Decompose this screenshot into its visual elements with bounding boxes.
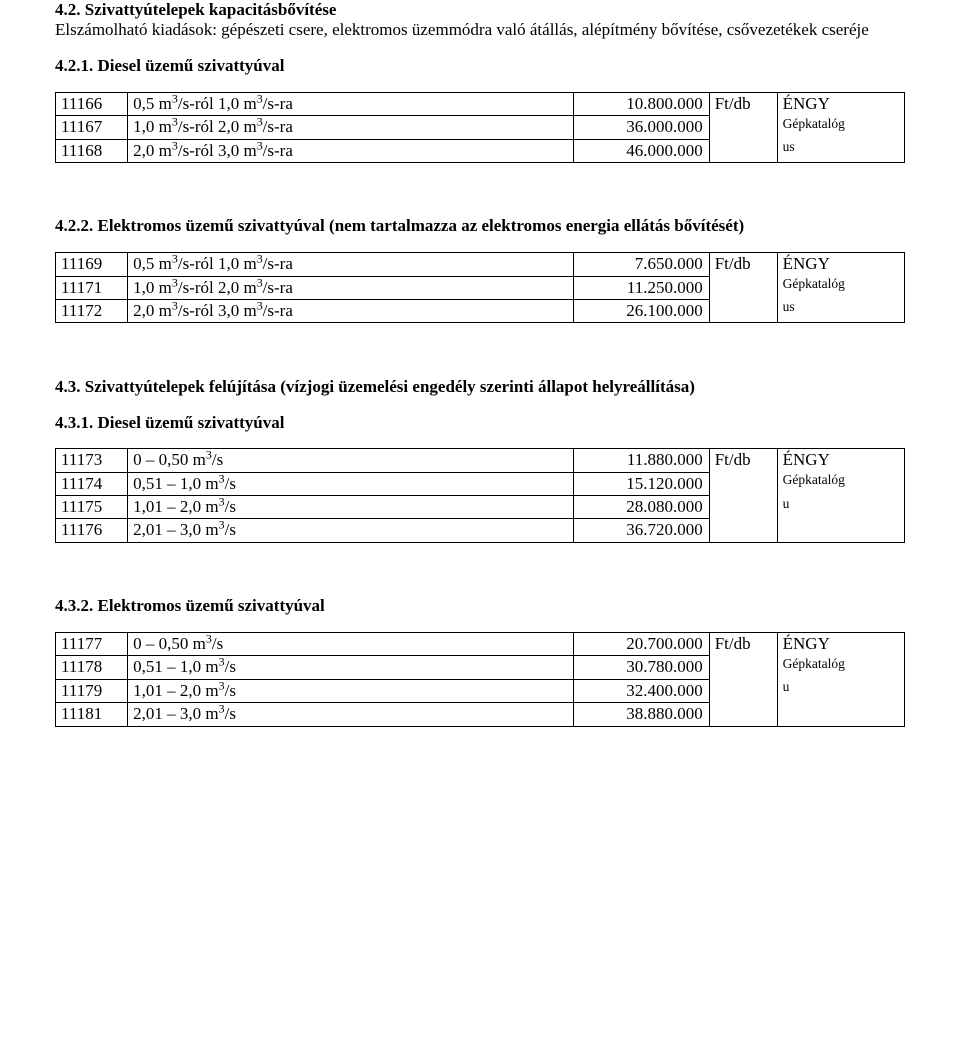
cell-desc: 0 – 0,50 m3/s <box>128 633 574 656</box>
cell-unit <box>709 703 777 726</box>
cell-desc: 1,01 – 2,0 m3/s <box>128 679 574 702</box>
cell-desc: 2,0 m3/s-ról 3,0 m3/s-ra <box>128 299 574 322</box>
cell-source <box>777 519 904 542</box>
table-row: 11179 1,01 – 2,0 m3/s 32.400.000 u <box>56 679 905 702</box>
cell-unit <box>709 656 777 679</box>
cell-unit <box>709 679 777 702</box>
cell-code: 11171 <box>56 276 128 299</box>
cell-code: 11169 <box>56 253 128 276</box>
table-row: 11169 0,5 m3/s-ról 1,0 m3/s-ra 7.650.000… <box>56 253 905 276</box>
cell-source: Gépkatalóg <box>777 472 904 495</box>
cell-value: 46.000.000 <box>573 139 709 162</box>
cell-code: 11178 <box>56 656 128 679</box>
cell-value: 10.800.000 <box>573 92 709 115</box>
table-row: 11174 0,51 – 1,0 m3/s 15.120.000 Gépkata… <box>56 472 905 495</box>
cell-unit: Ft/db <box>709 92 777 115</box>
cell-desc: 2,0 m3/s-ról 3,0 m3/s-ra <box>128 139 574 162</box>
cell-unit <box>709 276 777 299</box>
section-4-2-2-title: 4.2.2. Elektromos üzemű szivattyúval (ne… <box>55 216 905 236</box>
table-row: 11167 1,0 m3/s-ról 2,0 m3/s-ra 36.000.00… <box>56 116 905 139</box>
cell-code: 11175 <box>56 496 128 519</box>
cell-source: ÉNGY <box>777 449 904 472</box>
cell-value: 32.400.000 <box>573 679 709 702</box>
document-page: 4.2. Szivattyútelepek kapacitásbővítése … <box>0 0 960 1039</box>
section-4-3-2-title: 4.3.2. Elektromos üzemű szivattyúval <box>55 596 905 616</box>
cell-code: 11172 <box>56 299 128 322</box>
cell-value: 11.250.000 <box>573 276 709 299</box>
cell-source: ÉNGY <box>777 253 904 276</box>
cell-unit <box>709 519 777 542</box>
cell-source: ÉNGY <box>777 633 904 656</box>
table-row: 11172 2,0 m3/s-ról 3,0 m3/s-ra 26.100.00… <box>56 299 905 322</box>
cell-unit: Ft/db <box>709 449 777 472</box>
cell-source: us <box>777 139 904 162</box>
section-4-3-1-title: 4.3.1. Diesel üzemű szivattyúval <box>55 413 905 433</box>
cell-code: 11179 <box>56 679 128 702</box>
table-4-2-1: 11166 0,5 m3/s-ról 1,0 m3/s-ra 10.800.00… <box>55 92 905 163</box>
cell-code: 11167 <box>56 116 128 139</box>
cell-unit <box>709 496 777 519</box>
cell-code: 11174 <box>56 472 128 495</box>
cell-value: 15.120.000 <box>573 472 709 495</box>
cell-desc: 2,01 – 3,0 m3/s <box>128 519 574 542</box>
cell-desc: 0,51 – 1,0 m3/s <box>128 472 574 495</box>
cell-desc: 2,01 – 3,0 m3/s <box>128 703 574 726</box>
cell-code: 11177 <box>56 633 128 656</box>
cell-desc: 0,5 m3/s-ról 1,0 m3/s-ra <box>128 253 574 276</box>
cell-value: 36.000.000 <box>573 116 709 139</box>
cell-source <box>777 703 904 726</box>
cell-source: ÉNGY <box>777 92 904 115</box>
cell-desc: 0 – 0,50 m3/s <box>128 449 574 472</box>
cell-desc: 1,01 – 2,0 m3/s <box>128 496 574 519</box>
section-4-2-title: 4.2. Szivattyútelepek kapacitásbővítése <box>55 0 336 19</box>
cell-value: 30.780.000 <box>573 656 709 679</box>
section-4-2-1-title: 4.2.1. Diesel üzemű szivattyúval <box>55 56 905 76</box>
section-4-2: 4.2. Szivattyútelepek kapacitásbővítése … <box>55 0 905 41</box>
cell-source: us <box>777 299 904 322</box>
table-row: 11176 2,01 – 3,0 m3/s 36.720.000 <box>56 519 905 542</box>
cell-source: Gépkatalóg <box>777 276 904 299</box>
cell-desc: 0,5 m3/s-ról 1,0 m3/s-ra <box>128 92 574 115</box>
table-row: 11168 2,0 m3/s-ról 3,0 m3/s-ra 46.000.00… <box>56 139 905 162</box>
table-row: 11177 0 – 0,50 m3/s 20.700.000 Ft/db ÉNG… <box>56 633 905 656</box>
table-row: 11173 0 – 0,50 m3/s 11.880.000 Ft/db ÉNG… <box>56 449 905 472</box>
cell-desc: 1,0 m3/s-ról 2,0 m3/s-ra <box>128 116 574 139</box>
cell-source: Gépkatalóg <box>777 116 904 139</box>
cell-source: u <box>777 496 904 519</box>
cell-desc: 0,51 – 1,0 m3/s <box>128 656 574 679</box>
section-4-2-para: Elszámolható kiadások: gépészeti csere, … <box>55 20 869 39</box>
cell-value: 36.720.000 <box>573 519 709 542</box>
cell-value: 11.880.000 <box>573 449 709 472</box>
cell-desc: 1,0 m3/s-ról 2,0 m3/s-ra <box>128 276 574 299</box>
cell-unit: Ft/db <box>709 253 777 276</box>
cell-unit: Ft/db <box>709 633 777 656</box>
table-row: 11175 1,01 – 2,0 m3/s 28.080.000 u <box>56 496 905 519</box>
section-4-3-title: 4.3. Szivattyútelepek felújítása (vízjog… <box>55 377 905 397</box>
cell-source: u <box>777 679 904 702</box>
table-4-3-1: 11173 0 – 0,50 m3/s 11.880.000 Ft/db ÉNG… <box>55 448 905 543</box>
table-row: 11181 2,01 – 3,0 m3/s 38.880.000 <box>56 703 905 726</box>
cell-code: 11173 <box>56 449 128 472</box>
cell-value: 26.100.000 <box>573 299 709 322</box>
cell-value: 7.650.000 <box>573 253 709 276</box>
table-row: 11178 0,51 – 1,0 m3/s 30.780.000 Gépkata… <box>56 656 905 679</box>
cell-code: 11181 <box>56 703 128 726</box>
cell-unit <box>709 299 777 322</box>
table-4-2-2: 11169 0,5 m3/s-ról 1,0 m3/s-ra 7.650.000… <box>55 252 905 323</box>
cell-value: 20.700.000 <box>573 633 709 656</box>
cell-unit <box>709 116 777 139</box>
cell-code: 11176 <box>56 519 128 542</box>
table-4-3-2: 11177 0 – 0,50 m3/s 20.700.000 Ft/db ÉNG… <box>55 632 905 727</box>
cell-code: 11166 <box>56 92 128 115</box>
table-row: 11166 0,5 m3/s-ról 1,0 m3/s-ra 10.800.00… <box>56 92 905 115</box>
cell-value: 28.080.000 <box>573 496 709 519</box>
cell-unit <box>709 139 777 162</box>
cell-value: 38.880.000 <box>573 703 709 726</box>
cell-unit <box>709 472 777 495</box>
cell-source: Gépkatalóg <box>777 656 904 679</box>
table-row: 11171 1,0 m3/s-ról 2,0 m3/s-ra 11.250.00… <box>56 276 905 299</box>
cell-code: 11168 <box>56 139 128 162</box>
